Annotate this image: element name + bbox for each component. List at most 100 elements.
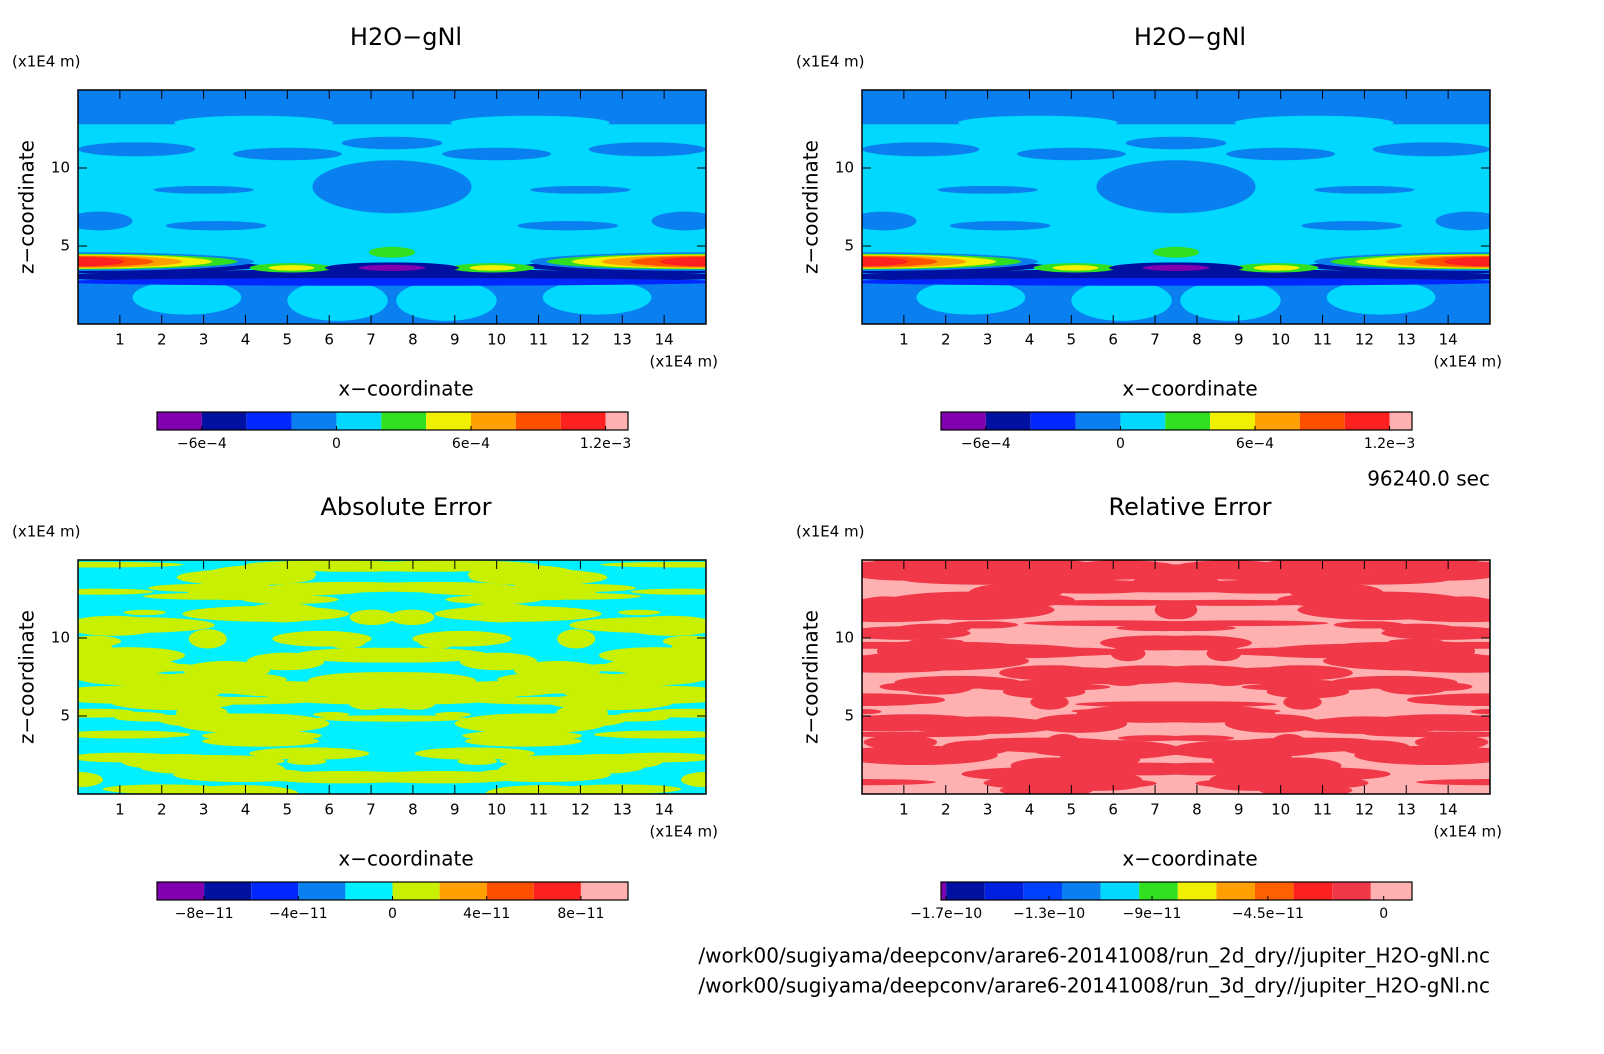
panel: H2O−gNl(x1E4 m)1 2 3 4 5 6 7 8 9 10 11 12 13 14510(x1… [796,23,1502,452]
x-tick-label: 9 [1234,801,1244,819]
y-tick-label: 5 [844,237,854,255]
x-tick-label: 2 [157,801,167,819]
x-tick-label: 14 [1439,331,1458,349]
contour-region [1224,714,1320,733]
x-tick-label: 10 [487,801,506,819]
x-unit: (x1E4 m) [649,353,718,371]
contour-region [862,211,917,231]
contour-region [1034,746,1187,758]
colorbar-segment [1210,412,1255,430]
contour-region [1301,221,1403,231]
contour-region [78,667,156,682]
contour-region [201,730,322,741]
contour-region [341,136,443,150]
contour-region [567,690,685,707]
colorbar-tick-label: −8e−11 [175,906,234,922]
contour-region [1262,737,1373,744]
contour-region [1030,694,1069,710]
contour-region [325,647,490,663]
contour-region [1116,701,1277,708]
panel-title: Relative Error [1109,493,1272,521]
x-tick-label: 9 [1234,331,1244,349]
contour-region [418,586,594,596]
colorbar-tick-label: 0 [1116,436,1125,452]
panel: Relative Error(x1E4 m)1 2 3 4 5 6 7 8 9 10 11 12 13 1… [796,493,1502,922]
x-tick-label: 3 [983,331,993,349]
contour-region [445,595,543,604]
x-tick-label: 10 [1271,331,1290,349]
contour-region [99,690,217,707]
contour-region [1269,643,1453,657]
colorbar-segment [941,882,947,900]
colorbar-segment [1075,412,1121,430]
contour-region [339,685,516,705]
contour-region [1237,767,1391,781]
contour-region [630,588,706,595]
contour-region [123,609,166,616]
contour-region [450,115,610,130]
contour-region [1262,757,1312,767]
contour-region [879,682,942,691]
contour-region [78,730,191,739]
contour-region [651,211,706,231]
contour-region [1016,147,1126,161]
contour-region [190,586,366,596]
contour-region [556,704,608,721]
contour-region [166,679,318,694]
contour-field [862,90,1490,324]
colorbar-frame [156,411,629,431]
contour-region [999,783,1093,794]
x-tick-label: 9 [450,801,460,819]
contour-region [863,735,938,750]
contour-region [1168,560,1292,580]
x-tick-label: 8 [408,801,418,819]
panel-title: H2O−gNl [350,23,462,51]
x-tick-label: 13 [613,801,632,819]
x-axis-label: x−coordinate [338,847,473,871]
contour-region [1125,136,1227,150]
contour-region [862,560,988,579]
x-tick-label: 13 [1397,801,1416,819]
contour-region [1226,147,1336,161]
y-tick-label: 10 [51,159,70,177]
contour-region [1165,746,1318,758]
contour-region [434,605,602,622]
contour-region [182,605,350,622]
colorbar-segment [1216,882,1255,900]
colorbar-segment [392,882,440,900]
contour-region [132,280,242,315]
contour-region [1354,745,1490,766]
colorbar-segment [157,412,202,430]
x-tick-label: 7 [366,801,376,819]
contour-region [1283,694,1322,710]
contour-region [469,265,516,271]
contour-region [1410,682,1473,691]
x-tick-label: 5 [283,331,293,349]
contour-region [862,277,1490,286]
x-unit: (x1E4 m) [1433,823,1502,841]
contour-region [592,714,670,722]
time-label: 96240.0 sec [1367,467,1490,491]
contour-region [862,142,980,157]
x-axis-label: x−coordinate [1122,377,1257,401]
contour-region [349,609,395,625]
contour-region [588,142,706,157]
file-path: /work00/sugiyama/deepconv/arare6-2014100… [698,944,1490,968]
contour-region [885,591,1059,612]
x-tick-label: 3 [983,801,993,819]
contour-region [473,767,611,783]
plot-frame [861,559,1491,795]
x-tick-label: 12 [571,331,590,349]
colorbar-segment [1389,412,1412,430]
x-tick-label: 8 [408,331,418,349]
contour-region [893,717,972,724]
contour-region [368,246,416,258]
contour-region [78,588,154,595]
colorbar-segment [204,882,252,900]
colorbar-segment [533,882,581,900]
contour-region [862,745,998,766]
contour-region [462,730,583,741]
contour-region [999,665,1100,681]
contour-region [1142,264,1210,271]
x-tick-label: 7 [1150,801,1160,819]
